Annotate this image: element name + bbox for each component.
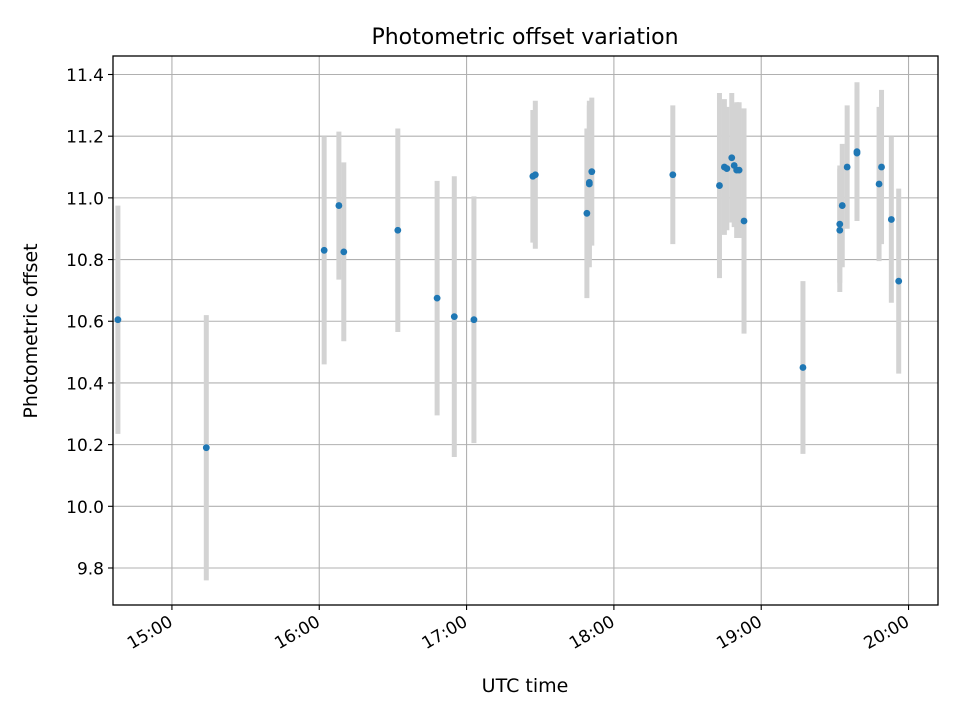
data-points [114, 148, 903, 452]
x-axis-label: UTC time [482, 675, 569, 697]
y-tick-label: 10.0 [66, 498, 104, 518]
data-point [836, 226, 844, 234]
data-point [887, 216, 895, 223]
data-point [470, 316, 478, 324]
data-point [895, 277, 903, 285]
data-point [878, 163, 885, 171]
grid [113, 56, 938, 605]
data-point [340, 248, 348, 256]
data-point [531, 171, 539, 179]
data-point [669, 171, 677, 179]
data-point [853, 148, 861, 156]
y-tick-label: 11.4 [66, 66, 104, 86]
data-point [433, 294, 441, 302]
y-tick-label: 11.2 [66, 128, 104, 148]
data-point [202, 444, 210, 452]
plot-frame [112, 55, 939, 606]
data-point [450, 313, 458, 321]
y-tick-label: 10.2 [66, 436, 104, 456]
y-tick-label: 9.8 [77, 559, 104, 579]
chart-title: Photometric offset variation [371, 25, 678, 50]
y-tick-label: 10.6 [66, 313, 104, 333]
y-tick-label: 10.8 [66, 251, 104, 271]
data-point [716, 182, 723, 189]
data-point [838, 202, 846, 209]
data-point [836, 220, 844, 228]
data-point [320, 246, 328, 254]
data-point [585, 179, 593, 186]
data-point [740, 217, 748, 225]
y-axis-ticks: 9.8 10.0 10.2 10.4 10.6 10.8 11.0 11.2 11.4 [66, 66, 113, 579]
data-point [394, 226, 402, 234]
data-point [735, 166, 743, 174]
data-point [799, 364, 807, 371]
data-point [723, 165, 731, 172]
data-point [114, 316, 122, 324]
y-tick-label: 11.0 [66, 189, 104, 209]
data-point [843, 163, 851, 171]
data-point [875, 180, 883, 188]
data-point [335, 202, 343, 209]
y-axis-label: Photometric offset [20, 243, 42, 418]
data-point [583, 209, 591, 217]
data-point [588, 168, 596, 176]
data-point [728, 154, 736, 162]
y-tick-label: 10.4 [66, 374, 104, 394]
